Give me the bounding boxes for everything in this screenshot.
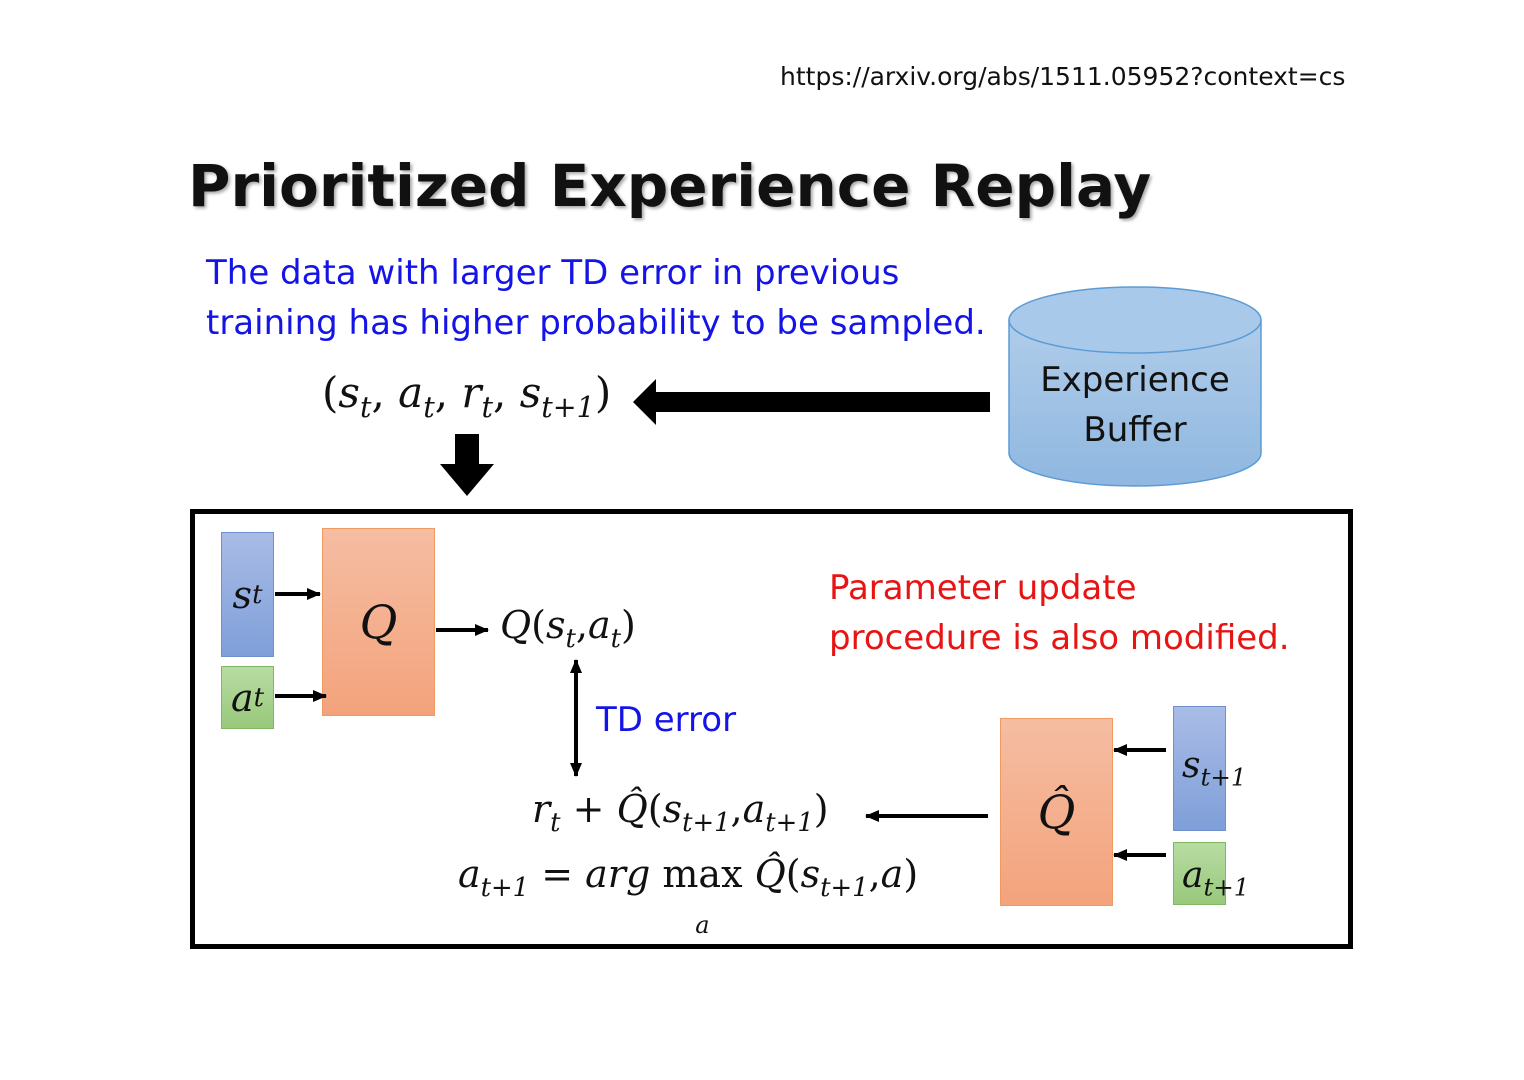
transition-tuple: (st, at, rt, st+1) bbox=[322, 368, 612, 424]
description-line-2: training has higher probability to be sa… bbox=[206, 303, 986, 343]
q-output-expression: Q(st,at) bbox=[500, 603, 636, 655]
target-expression: rt + Q̂(st+1,at+1) bbox=[532, 787, 829, 839]
buffer-label-line-2: Buffer bbox=[1083, 410, 1187, 450]
next-action-input-box bbox=[1173, 842, 1226, 905]
note-line-2: procedure is also modified. bbox=[829, 618, 1290, 658]
description-line-1: The data with larger TD error in previou… bbox=[206, 253, 900, 293]
max-subscript: a bbox=[695, 911, 710, 940]
next-state-input-box bbox=[1173, 706, 1226, 831]
argmax-expression: at+1 = arg max Q̂(st+1,a) bbox=[458, 852, 919, 904]
source-url: https://arxiv.org/abs/1511.05952?context… bbox=[780, 62, 1346, 91]
note-text: Parameter update procedure is also modif… bbox=[829, 563, 1290, 663]
experience-buffer-label: Experience Buffer bbox=[1008, 355, 1262, 455]
description-text: The data with larger TD error in previou… bbox=[206, 248, 986, 348]
next-action-label: at+1 bbox=[1182, 855, 1250, 902]
target-q-network-box: Q̂ bbox=[1000, 718, 1113, 906]
slide-title: Prioritized Experience Replay bbox=[188, 152, 1152, 220]
buffer-label-line-1: Experience bbox=[1040, 360, 1230, 400]
max-operator: max bbox=[662, 852, 743, 896]
next-state-label: st+1 bbox=[1182, 745, 1247, 792]
note-line-1: Parameter update bbox=[829, 568, 1137, 608]
sample-arrow-icon bbox=[633, 379, 990, 425]
update-procedure-frame bbox=[190, 509, 1353, 949]
q-network-box: Q bbox=[322, 528, 435, 716]
down-arrow-icon bbox=[440, 434, 494, 496]
experience-buffer-cylinder bbox=[1008, 286, 1262, 487]
td-error-label: TD error bbox=[596, 700, 737, 740]
